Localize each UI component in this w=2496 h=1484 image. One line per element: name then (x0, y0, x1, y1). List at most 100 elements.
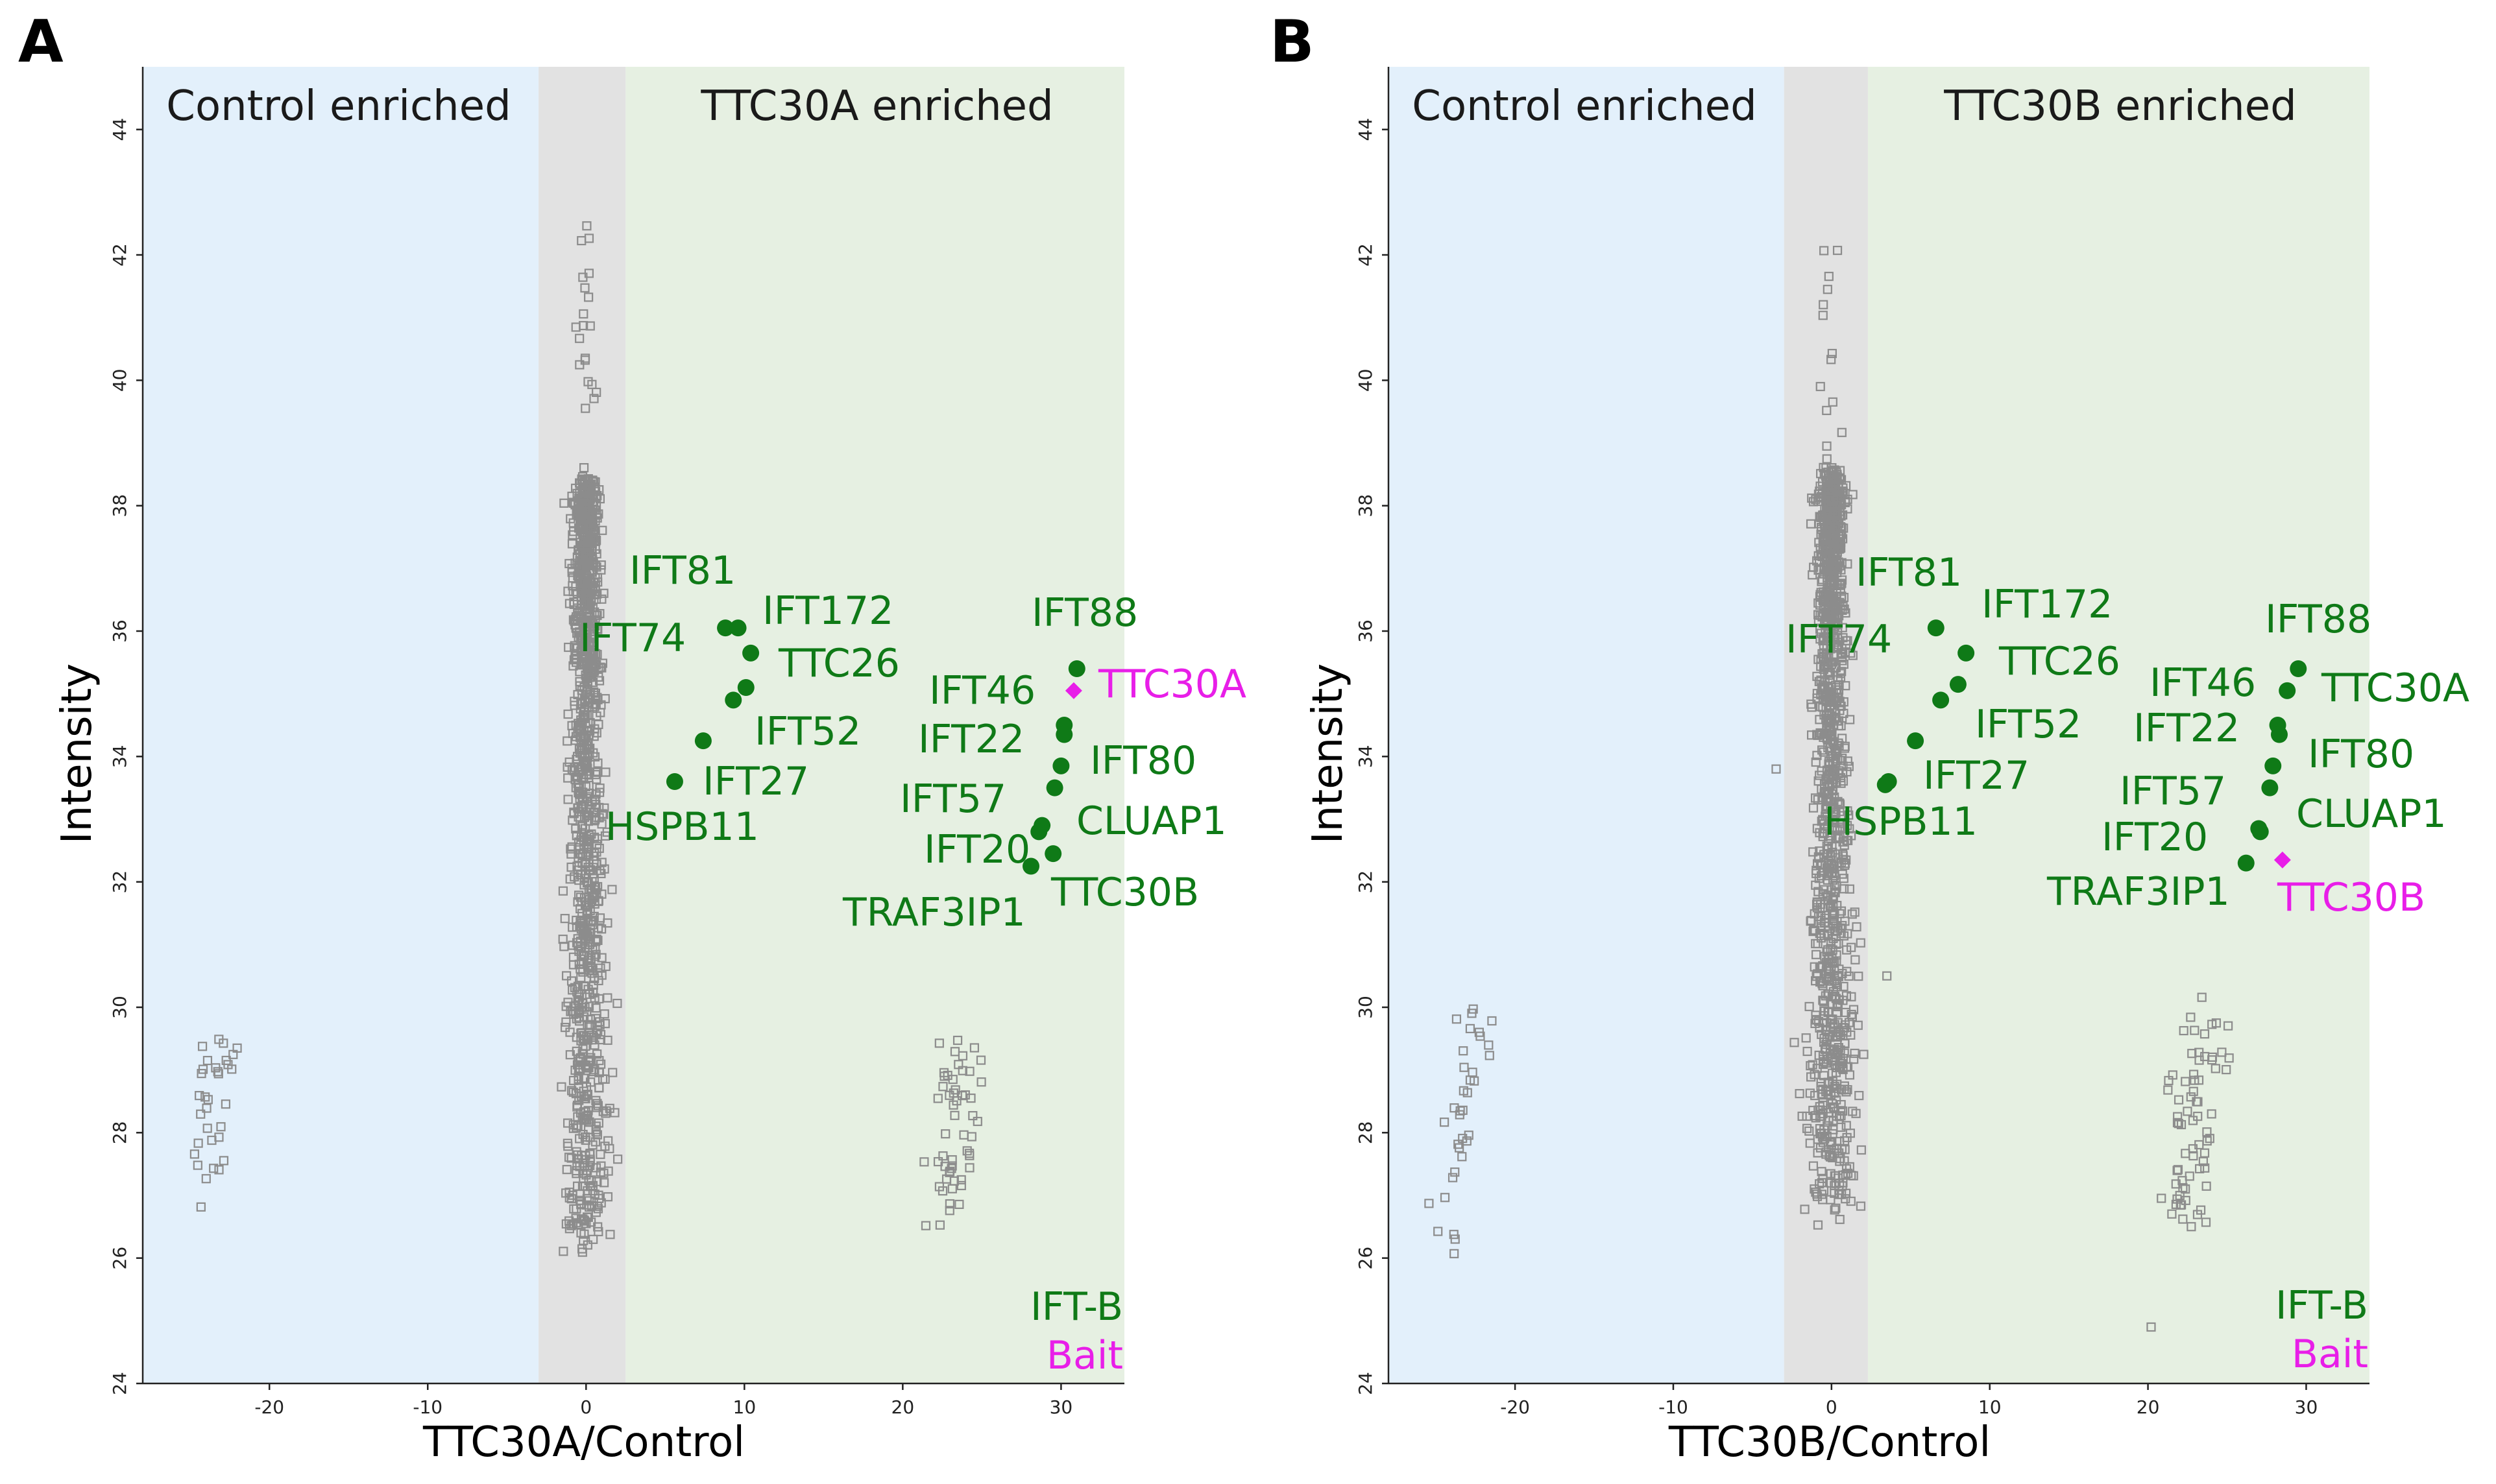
background-point (592, 935, 601, 944)
background-point (1835, 544, 1845, 554)
background-point (1818, 1084, 1828, 1094)
background-point (584, 269, 594, 278)
background-point (2207, 1109, 2216, 1119)
background-point (2164, 1075, 2174, 1086)
background-point (1830, 563, 1840, 573)
background-point (600, 1142, 610, 1151)
panel-b-region-label-enriched: TTC30B enriched (1943, 82, 2296, 130)
background-point (586, 916, 596, 926)
background-point (584, 1020, 594, 1029)
background-point (568, 1120, 578, 1130)
y-tick-label: 26 (109, 1247, 130, 1270)
background-point (567, 765, 577, 774)
background-point (578, 772, 588, 782)
background-point (564, 1193, 574, 1203)
background-point (921, 1221, 931, 1230)
background-point (1844, 761, 1854, 771)
background-point (945, 1206, 954, 1215)
background-point (1846, 648, 1856, 658)
background-point (2201, 1181, 2211, 1191)
background-point (1836, 579, 1846, 589)
background-point (1804, 1001, 1814, 1012)
background-point (1448, 1173, 1458, 1182)
background-point (2188, 1151, 2198, 1161)
x-tick-label: 0 (580, 1396, 592, 1418)
background-point (1811, 950, 1821, 959)
background-point (1822, 441, 1832, 451)
background-point (1838, 1023, 1848, 1033)
background-point (1808, 847, 1818, 857)
background-point (950, 1110, 960, 1120)
background-point (1828, 1102, 1839, 1112)
ift-b-point-ift74 (742, 644, 760, 662)
background-point (1813, 912, 1824, 922)
background-point (570, 641, 579, 651)
y-tick-label: 38 (1355, 494, 1376, 518)
ift-b-point-cluap1 (2250, 820, 2268, 837)
ift-b-point-ift22 (2270, 726, 2288, 743)
background-point (1832, 982, 1842, 992)
background-point (1832, 881, 1841, 891)
background-point (1826, 1022, 1836, 1032)
background-point (1843, 835, 1853, 846)
background-point (1841, 855, 1851, 865)
panel-a-protein-points (666, 619, 1085, 875)
background-point (1836, 669, 1845, 678)
background-point (2187, 1049, 2197, 1059)
background-point (196, 1109, 206, 1119)
background-point (583, 847, 593, 857)
background-point (952, 1035, 963, 1046)
background-point (567, 1006, 577, 1016)
background-point (605, 1230, 615, 1239)
background-point (597, 953, 607, 963)
background-point (613, 1155, 623, 1164)
background-point (573, 778, 583, 789)
background-point (1464, 1131, 1473, 1140)
background-point (565, 1050, 575, 1060)
background-point (600, 1009, 609, 1019)
background-point (588, 587, 598, 597)
background-point (580, 625, 590, 634)
background-point (2222, 1065, 2231, 1075)
background-point (560, 914, 570, 924)
background-point (965, 1066, 975, 1076)
bait-point-ttc30a (1065, 682, 1082, 699)
background-point (1824, 966, 1834, 975)
background-point (571, 623, 581, 632)
protein-label-ift20: IFT20 (2102, 815, 2208, 860)
background-point (1797, 1111, 1807, 1121)
background-point (567, 842, 577, 852)
background-point (956, 1180, 966, 1191)
background-point (1837, 1190, 1847, 1199)
background-point (1815, 928, 1824, 939)
background-point (1824, 272, 1834, 281)
background-point (1842, 966, 1852, 976)
background-point (579, 981, 589, 992)
background-point (1816, 675, 1826, 685)
background-point (605, 1103, 614, 1113)
background-point (1830, 958, 1839, 968)
background-point (948, 1075, 958, 1084)
panel-a-protein-labels: IFT81 IFT172 IFT74 TTC26 IFT52 IFT27 HSP… (579, 548, 1246, 935)
background-point (581, 653, 591, 663)
background-point (559, 1247, 568, 1256)
background-point (1806, 1061, 1815, 1071)
y-tick-label: 38 (109, 494, 130, 518)
background-point (584, 780, 594, 790)
background-point (1810, 1184, 1819, 1194)
background-point (1845, 884, 1854, 894)
background-point (919, 1157, 929, 1167)
x-tick-label: 20 (2137, 1396, 2160, 1418)
protein-label-ift80: IFT80 (2308, 732, 2414, 777)
background-point (584, 293, 594, 302)
background-point (947, 1161, 957, 1171)
background-point (2207, 1055, 2217, 1065)
background-point (1819, 300, 1828, 309)
panel-b-protein-points (1876, 619, 2307, 872)
background-point (938, 1151, 948, 1161)
ift-b-point-ift80 (2264, 757, 2282, 774)
background-point (2174, 1119, 2183, 1129)
background-point (593, 1222, 603, 1232)
background-point (1823, 781, 1832, 791)
